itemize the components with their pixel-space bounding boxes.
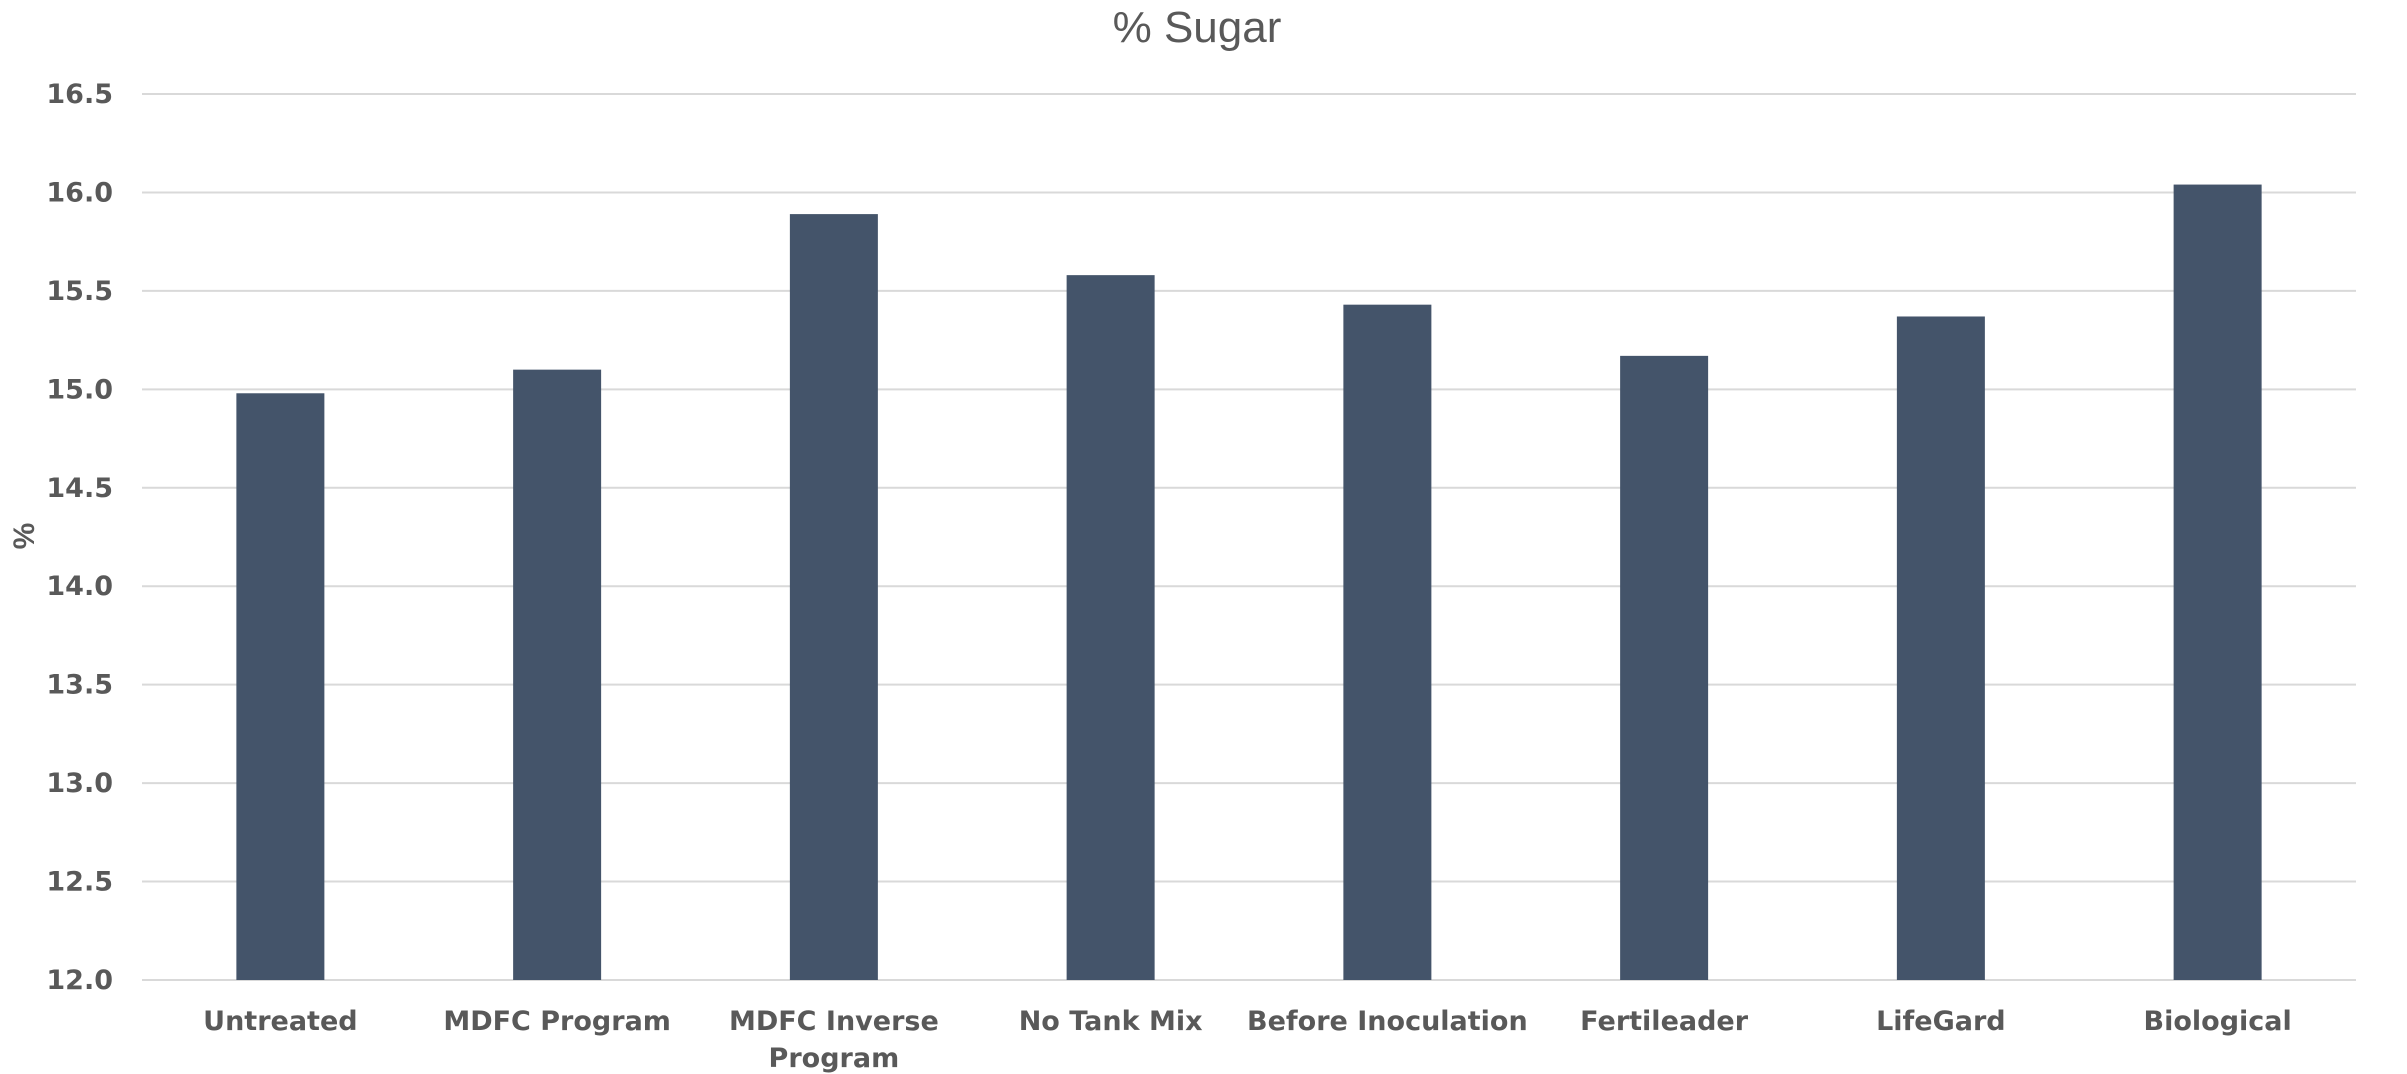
chart-title: % Sugar — [1113, 3, 1282, 52]
x-tick-label: No Tank Mix — [1019, 1006, 1203, 1037]
y-tick-label: 14.5 — [46, 473, 113, 504]
y-tick-label: 13.5 — [46, 670, 113, 701]
bar — [789, 214, 878, 980]
bars — [236, 184, 2262, 981]
bar — [236, 393, 325, 980]
y-tick-label: 12.5 — [46, 867, 113, 898]
y-tick-label: 16.0 — [46, 177, 113, 208]
bar — [513, 369, 602, 981]
x-tick-label: Untreated — [203, 1006, 357, 1037]
bar — [1066, 275, 1155, 980]
x-tick-label: MDFC Inverse Program — [729, 1006, 939, 1074]
y-axis-ticks: 12.0 12.5 13.0 13.5 14.0 14.5 15.0 15.5 16.0 16.5 — [46, 79, 113, 996]
bar — [2173, 184, 2262, 980]
x-tick-label: Before Inoculation — [1247, 1006, 1528, 1037]
y-tick-label: 13.0 — [46, 768, 113, 799]
bar — [1896, 316, 1985, 980]
y-tick-label: 14.0 — [46, 571, 113, 602]
x-tick-label: MDFC Program — [443, 1006, 671, 1037]
y-tick-label: 12.0 — [46, 965, 113, 996]
y-axis-label: % — [8, 523, 41, 550]
y-tick-label: 15.5 — [46, 276, 113, 307]
bar — [1620, 355, 1709, 981]
bar — [1343, 304, 1432, 980]
x-tick-label: Biological — [2144, 1006, 2292, 1037]
y-tick-label: 15.0 — [46, 374, 113, 405]
x-tick-label: LifeGard — [1876, 1006, 2006, 1037]
y-tick-label: 16.5 — [46, 79, 113, 110]
gridlines — [142, 93, 2356, 981]
x-tick-label: Fertileader — [1580, 1006, 1749, 1037]
x-axis-ticks: Untreated MDFC Program MDFC Inverse Program… — [203, 1006, 2292, 1074]
